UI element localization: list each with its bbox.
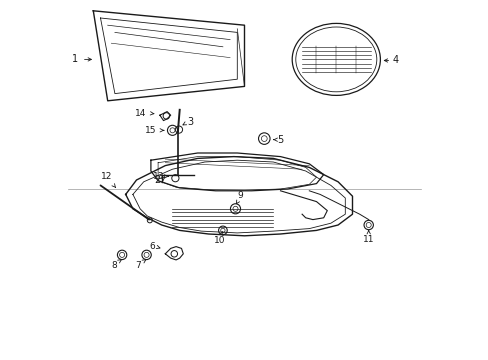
Text: 3: 3 [186,117,193,127]
Text: 7: 7 [135,261,141,270]
Text: 8: 8 [111,261,117,270]
Text: 2: 2 [154,175,161,185]
Text: 5: 5 [277,135,284,145]
Text: 10: 10 [214,236,225,245]
Text: 9: 9 [237,191,243,200]
Text: 4: 4 [392,55,398,66]
Text: 15: 15 [144,126,156,135]
Text: 13: 13 [153,172,164,181]
Text: 12: 12 [101,172,112,181]
Text: 14: 14 [135,109,146,118]
Ellipse shape [295,27,376,92]
Text: 6: 6 [149,242,155,251]
Ellipse shape [292,23,380,95]
Text: 1: 1 [72,54,78,64]
Text: 11: 11 [362,235,374,244]
